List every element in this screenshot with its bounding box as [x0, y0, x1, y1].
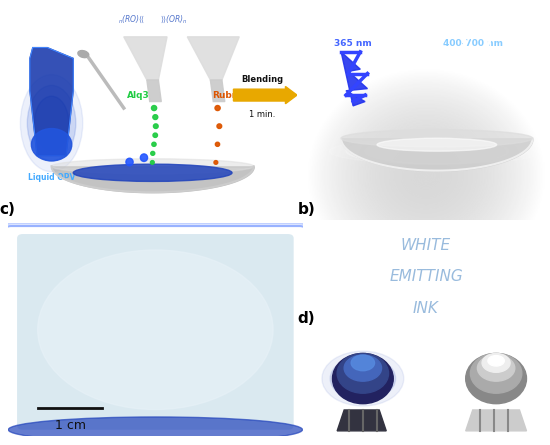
Ellipse shape [34, 96, 69, 150]
Ellipse shape [152, 142, 156, 146]
Text: 1 cm: 1 cm [54, 419, 86, 432]
Polygon shape [341, 52, 367, 106]
Text: Alq3: Alq3 [127, 91, 150, 100]
Polygon shape [187, 37, 239, 80]
Ellipse shape [214, 161, 218, 164]
Text: 365 nm: 365 nm [334, 39, 372, 48]
Ellipse shape [466, 353, 526, 404]
Ellipse shape [28, 85, 76, 161]
Ellipse shape [153, 133, 157, 138]
Text: Rubrene: Rubrene [212, 91, 255, 100]
Ellipse shape [449, 344, 543, 403]
Text: b): b) [298, 202, 315, 217]
Ellipse shape [329, 138, 544, 164]
Ellipse shape [332, 353, 393, 404]
Ellipse shape [488, 356, 504, 366]
Ellipse shape [344, 355, 382, 381]
Ellipse shape [330, 356, 395, 400]
Ellipse shape [470, 353, 522, 393]
Ellipse shape [20, 75, 82, 172]
Ellipse shape [31, 129, 72, 161]
Ellipse shape [216, 142, 219, 146]
Ellipse shape [346, 138, 528, 164]
Polygon shape [466, 410, 526, 431]
Ellipse shape [377, 138, 497, 151]
Ellipse shape [217, 124, 222, 129]
Polygon shape [124, 37, 167, 80]
Text: c): c) [0, 202, 15, 217]
Ellipse shape [153, 115, 158, 120]
Ellipse shape [8, 417, 302, 442]
FancyArrow shape [233, 86, 297, 104]
Text: Blending: Blending [241, 76, 283, 85]
Ellipse shape [365, 138, 509, 164]
Text: 1 min.: 1 min. [249, 110, 276, 119]
Ellipse shape [337, 353, 389, 393]
Ellipse shape [351, 355, 375, 371]
Ellipse shape [477, 355, 515, 381]
FancyBboxPatch shape [17, 234, 294, 430]
Polygon shape [337, 410, 386, 431]
Ellipse shape [126, 158, 133, 166]
Ellipse shape [151, 161, 154, 164]
Text: WHITE: WHITE [401, 238, 451, 253]
Polygon shape [30, 48, 73, 156]
Ellipse shape [322, 351, 404, 406]
Ellipse shape [140, 154, 147, 162]
Ellipse shape [341, 129, 532, 147]
Ellipse shape [78, 51, 89, 58]
Ellipse shape [215, 105, 220, 110]
Text: INK: INK [413, 301, 439, 316]
Text: $_n$(RO)$\langle\!\langle$       $\rangle\!\rangle$(OR)$_n$: $_n$(RO)$\langle\!\langle$ $\rangle\!\ra… [118, 13, 188, 25]
Ellipse shape [151, 151, 155, 155]
Text: EMITTING: EMITTING [389, 269, 463, 284]
Text: d): d) [298, 312, 315, 326]
Text: Liquid OPV: Liquid OPV [28, 173, 75, 182]
Ellipse shape [151, 105, 157, 110]
Polygon shape [210, 80, 225, 101]
Text: 400-700 nm: 400-700 nm [443, 39, 503, 48]
Text: White Emitting Liquid: White Emitting Liquid [357, 13, 493, 23]
Ellipse shape [461, 352, 531, 395]
Polygon shape [147, 80, 161, 101]
Ellipse shape [470, 357, 522, 389]
Ellipse shape [73, 164, 232, 182]
Ellipse shape [37, 250, 273, 409]
Ellipse shape [482, 353, 510, 372]
Ellipse shape [153, 124, 158, 129]
Ellipse shape [52, 159, 254, 174]
